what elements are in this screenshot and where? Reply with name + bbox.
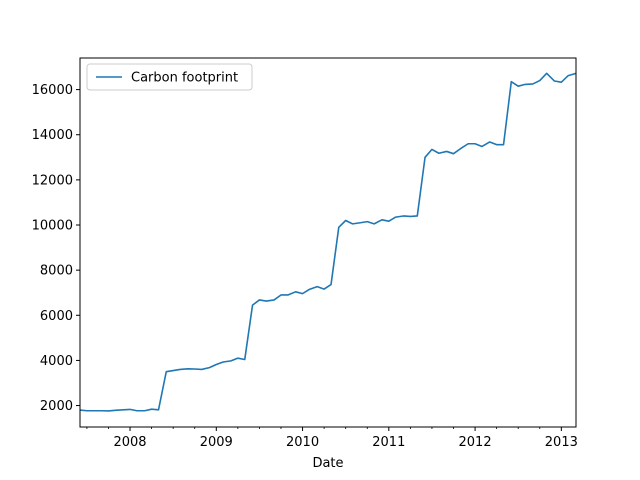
plot-area — [79, 57, 577, 428]
x-axis-label: Date — [312, 456, 343, 471]
y-tick-label: 2000 — [40, 399, 73, 414]
x-tick-label: 2011 — [372, 435, 405, 450]
x-tick-label: 2013 — [545, 435, 578, 450]
x-tick-label: 2009 — [200, 435, 233, 450]
legend: Carbon footprint — [86, 63, 253, 91]
x-tick-label: 2012 — [459, 435, 492, 450]
legend-frame — [86, 63, 253, 91]
y-tick-label: 6000 — [40, 309, 73, 324]
y-tick-label: 4000 — [40, 354, 73, 369]
y-tick-label: 8000 — [40, 264, 73, 279]
y-axis-ticks: 2000 4000 6000 8000 10000 12000 14000 16000 — [32, 83, 80, 414]
y-tick-label: 12000 — [32, 173, 73, 188]
y-tick-label: 14000 — [32, 128, 73, 143]
x-axis-ticks: 2008 2009 2010 2011 2012 2013 — [86, 427, 578, 450]
series-line-carbon-footprint — [79, 72, 577, 412]
legend-label-carbon-footprint: Carbon footprint — [131, 71, 238, 86]
y-tick-label: 10000 — [32, 219, 73, 234]
x-tick-label: 2010 — [286, 435, 319, 450]
y-tick-label: 16000 — [32, 83, 73, 98]
plot-frame — [79, 57, 577, 428]
x-tick-label: 2008 — [113, 435, 146, 450]
